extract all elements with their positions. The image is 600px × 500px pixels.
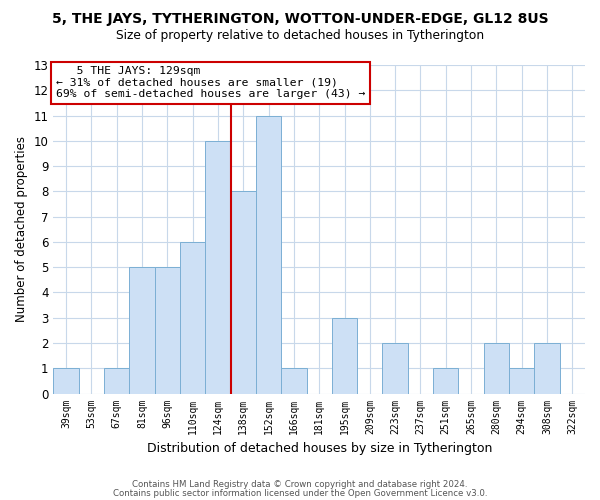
Y-axis label: Number of detached properties: Number of detached properties [15,136,28,322]
Bar [382,343,408,394]
Bar [180,242,205,394]
X-axis label: Distribution of detached houses by size in Tytherington: Distribution of detached houses by size … [146,442,492,455]
Text: Contains public sector information licensed under the Open Government Licence v3: Contains public sector information licen… [113,488,487,498]
Bar [484,343,509,394]
Text: 5, THE JAYS, TYTHERINGTON, WOTTON-UNDER-EDGE, GL12 8US: 5, THE JAYS, TYTHERINGTON, WOTTON-UNDER-… [52,12,548,26]
Bar [332,318,357,394]
Bar [230,192,256,394]
Bar [53,368,79,394]
Bar [104,368,130,394]
Bar [281,368,307,394]
Bar [130,267,155,394]
Bar [509,368,535,394]
Bar [155,267,180,394]
Text: Contains HM Land Registry data © Crown copyright and database right 2024.: Contains HM Land Registry data © Crown c… [132,480,468,489]
Bar [535,343,560,394]
Bar [256,116,281,394]
Bar [205,141,230,394]
Bar [433,368,458,394]
Text: 5 THE JAYS: 129sqm
← 31% of detached houses are smaller (19)
69% of semi-detache: 5 THE JAYS: 129sqm ← 31% of detached hou… [56,66,365,100]
Text: Size of property relative to detached houses in Tytherington: Size of property relative to detached ho… [116,29,484,42]
